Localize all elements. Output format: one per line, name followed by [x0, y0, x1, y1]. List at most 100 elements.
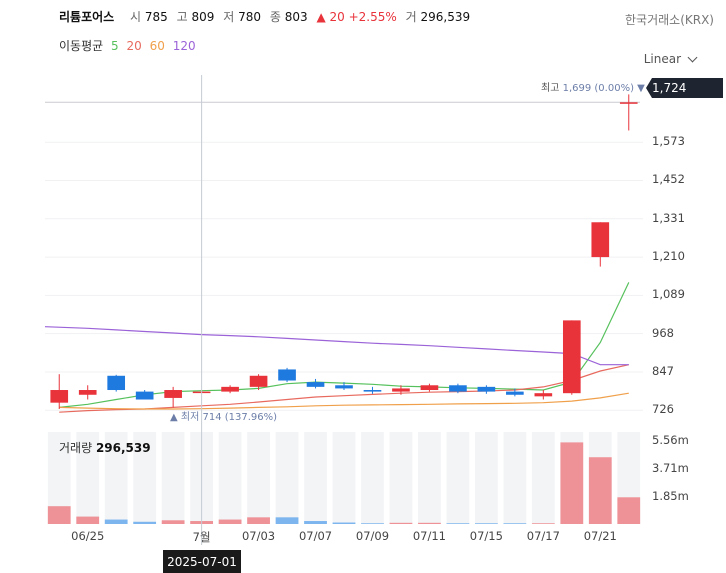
candle-body — [335, 385, 353, 389]
price-tick-label: 1,089 — [652, 287, 685, 302]
price-tick-label: 1,452 — [652, 172, 685, 187]
candle-body — [392, 388, 410, 392]
volume-bar — [218, 519, 242, 524]
volume-bars — [47, 442, 641, 524]
ma5-label[interactable]: 5 — [111, 39, 119, 53]
date-tick-label: 07/21 — [583, 529, 617, 543]
lowest-price-annotation: ▲ 최저 714 (137.96%) — [170, 408, 277, 423]
volume-slot — [332, 432, 356, 524]
last-price-badge: 1,724 — [646, 78, 723, 98]
candles — [50, 94, 638, 410]
open-value: 785 — [144, 10, 168, 24]
date-tick-label: 07/17 — [526, 529, 560, 543]
open-label: 시 — [130, 10, 142, 24]
date-tick-label: 07/07 — [298, 529, 333, 543]
volume-bar — [418, 522, 441, 524]
volume-tick-label: 5.56m — [652, 433, 689, 448]
volume-slot — [76, 432, 100, 524]
volume-bar — [531, 523, 555, 524]
candle-body — [50, 390, 69, 403]
close-value: 803 — [284, 10, 308, 24]
date-tick-label: 07/11 — [412, 529, 446, 543]
date-tick-label: 07/15 — [469, 529, 503, 543]
candle-body — [420, 385, 439, 391]
highest-price-annotation: 최고 1,699 (0.00%) ▼ — [541, 79, 645, 94]
candle-body — [107, 375, 126, 391]
chart-grid — [45, 101, 643, 524]
candle-body — [449, 385, 467, 392]
volume-slot — [133, 432, 157, 524]
volume-bar — [588, 457, 612, 524]
volume-bar — [161, 520, 185, 524]
volume-bar — [389, 522, 413, 524]
highest-prefix: 최고 — [541, 83, 560, 94]
crosshair-date-badge: 2025-07-01 — [163, 550, 241, 573]
price-tick-label: 1,331 — [652, 210, 685, 225]
ma120-label[interactable]: 120 — [172, 39, 196, 53]
volume-slot — [446, 432, 470, 524]
date-tick-label: 06/25 — [71, 529, 105, 543]
volume-bar — [446, 523, 470, 524]
close-label: 종 — [269, 10, 281, 24]
lowest-prefix: ▲ 최저 — [170, 412, 200, 423]
candle-body — [278, 369, 296, 381]
candle-body — [591, 222, 610, 258]
high-value: 809 — [191, 10, 215, 24]
volume-slot — [218, 432, 242, 524]
volume-value: 296,539 — [420, 10, 471, 24]
volume-slot — [275, 432, 299, 524]
moving-average-lines — [44, 282, 630, 413]
volume-slot — [389, 432, 413, 524]
scale-selector[interactable]: Linear — [643, 52, 698, 66]
date-tick-label: 07/03 — [241, 529, 276, 543]
volume-bar — [304, 521, 327, 524]
highest-value: 1,699 (0.00%) — [562, 83, 634, 94]
volume-title: 거래량 296,539 — [59, 439, 151, 456]
candle-body — [78, 390, 97, 395]
volume-slot — [247, 432, 270, 524]
ma-legend-title: 이동평균 — [59, 39, 104, 53]
date-tick-label: 7월 — [192, 530, 211, 544]
price-change: ▲ 20 +2.55% — [316, 10, 397, 24]
volume-bar — [560, 442, 584, 524]
volume-title-label: 거래량 — [59, 441, 93, 455]
volume-slot — [161, 432, 185, 524]
candle-body — [164, 390, 182, 398]
volume-slot — [503, 432, 527, 524]
candle-body — [249, 375, 268, 387]
candle-body — [562, 320, 581, 394]
volume-slot — [304, 432, 327, 524]
volume-tick-label: 1.85m — [652, 488, 689, 503]
volume-slot — [531, 432, 555, 524]
stock-summary: 리튬포어스 시 785 고 809 저 780 종 803 ▲ 20 +2.55… — [59, 8, 475, 28]
volume-bar — [76, 516, 100, 524]
volume-bar — [617, 497, 641, 524]
volume-bar — [361, 523, 384, 524]
stock-name: 리튬포어스 — [59, 10, 115, 24]
lowest-value: 714 (137.96%) — [202, 412, 278, 423]
ma20-label[interactable]: 20 — [126, 39, 142, 53]
volume-bar — [474, 523, 498, 524]
volume-bar — [275, 517, 299, 524]
volume-label: 거 — [405, 10, 417, 24]
candle-body — [506, 391, 524, 395]
price-tick-label: 1,210 — [652, 249, 685, 264]
volume-slot — [47, 432, 71, 524]
candle-body — [306, 382, 325, 387]
price-tick-label: 847 — [652, 363, 674, 378]
volume-slot — [104, 432, 128, 524]
price-tick-label: 726 — [652, 402, 674, 417]
volume-slot — [418, 432, 441, 524]
ma120-line — [44, 326, 629, 366]
moving-average-legend[interactable]: 이동평균 5 20 60 120 — [59, 37, 200, 54]
date-tick-label: 07/09 — [355, 529, 390, 543]
scale-label: Linear — [643, 52, 681, 66]
volume-slot — [474, 432, 498, 524]
volume-bar — [332, 522, 356, 524]
volume-tick-label: 3.71m — [652, 460, 689, 475]
volume-bar — [247, 517, 270, 524]
ma60-label[interactable]: 60 — [149, 39, 165, 53]
high-label: 고 — [176, 10, 188, 24]
volume-slot — [361, 432, 384, 524]
